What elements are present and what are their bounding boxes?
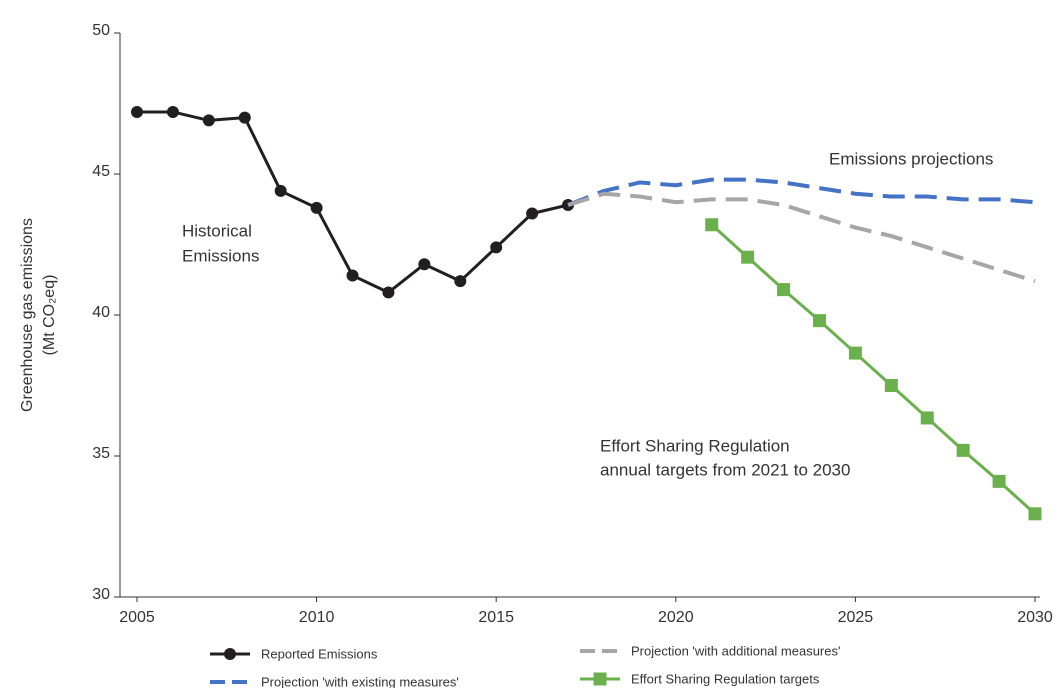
point [238,111,251,124]
point [884,379,898,392]
point [131,105,143,118]
y-tick-label: 50 [92,22,110,39]
legend-label: Projection 'with additional measures' [631,643,840,658]
point [224,648,236,660]
series-line [710,223,1037,515]
point [346,269,359,282]
x-tick-label: 2025 [838,609,874,626]
point [382,286,395,299]
point [705,218,719,232]
series-line [567,191,1036,284]
legend-label: Effort Sharing Regulation targets [631,671,820,686]
x-tick-label: 2030 [1017,609,1053,626]
y-tick-label: 30 [92,586,110,603]
point [956,443,970,457]
x-tick-label: 2010 [299,609,335,626]
x-tick-label: 2005 [119,609,155,626]
point [741,250,755,264]
annotation: Historical [182,221,252,240]
y-axis-label: (Mt CO₂eq) [41,275,58,356]
point [920,411,934,425]
annotation: Emissions [182,246,259,265]
x-tick-label: 2015 [478,609,514,626]
point [490,241,503,254]
y-axis-label: Greenhouse gas emissions [19,218,36,412]
annotation: annual targets from 2021 to 2030 [600,460,850,479]
point [310,201,323,214]
point [454,275,467,288]
y-tick-label: 45 [92,163,110,180]
annotation: Emissions projections [829,149,993,168]
point [848,346,862,360]
point [593,672,607,686]
annotation: Effort Sharing Regulation [600,436,790,455]
y-tick-label: 40 [92,304,110,321]
point [1028,507,1042,521]
point [166,105,179,118]
x-tick-label: 2020 [658,609,694,626]
point [202,114,215,127]
point [992,474,1006,488]
legend-label: Reported Emissions [261,646,378,661]
series-line [567,177,1036,207]
point [418,258,431,271]
point [274,184,287,197]
legend-label: Projection 'with existing measures' [261,674,459,688]
point [777,283,791,297]
y-tick-label: 35 [92,445,110,462]
point [526,207,539,220]
point [812,314,826,328]
